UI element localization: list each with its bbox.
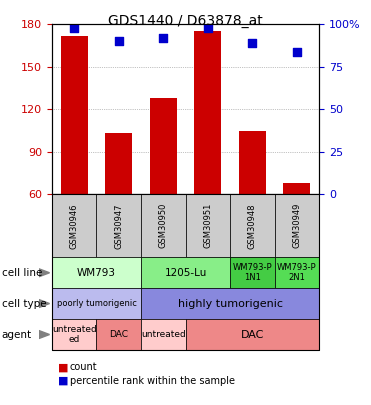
Bar bbox=[150, 98, 177, 194]
Bar bbox=[283, 183, 310, 194]
Point bbox=[71, 24, 77, 31]
Text: GSM30950: GSM30950 bbox=[159, 203, 168, 249]
Text: GSM30949: GSM30949 bbox=[292, 203, 301, 249]
Text: ■: ■ bbox=[58, 362, 68, 372]
Text: 1205-Lu: 1205-Lu bbox=[164, 268, 207, 278]
Text: percentile rank within the sample: percentile rank within the sample bbox=[70, 376, 235, 386]
Text: untreated: untreated bbox=[141, 330, 186, 339]
Polygon shape bbox=[39, 269, 50, 277]
Text: poorly tumorigenic: poorly tumorigenic bbox=[56, 299, 137, 308]
Text: ■: ■ bbox=[58, 376, 68, 386]
Bar bbox=[105, 134, 132, 194]
Point bbox=[205, 24, 211, 31]
Point bbox=[249, 40, 255, 46]
Bar bbox=[61, 36, 88, 194]
Text: WM793-P
1N1: WM793-P 1N1 bbox=[233, 263, 272, 282]
Point bbox=[294, 48, 300, 55]
Point bbox=[116, 38, 122, 45]
Text: agent: agent bbox=[2, 330, 32, 339]
Text: highly tumorigenic: highly tumorigenic bbox=[177, 298, 283, 309]
Text: cell type: cell type bbox=[2, 298, 46, 309]
Polygon shape bbox=[39, 300, 50, 307]
Text: DAC: DAC bbox=[109, 330, 128, 339]
Text: GSM30948: GSM30948 bbox=[248, 203, 257, 249]
Text: GDS1440 / D63878_at: GDS1440 / D63878_at bbox=[108, 14, 263, 28]
Text: cell line: cell line bbox=[2, 268, 42, 278]
Bar bbox=[239, 130, 266, 194]
Text: count: count bbox=[70, 362, 97, 372]
Text: GSM30946: GSM30946 bbox=[70, 203, 79, 249]
Text: GSM30947: GSM30947 bbox=[114, 203, 123, 249]
Text: WM793-P
2N1: WM793-P 2N1 bbox=[277, 263, 316, 282]
Polygon shape bbox=[39, 330, 50, 339]
Text: DAC: DAC bbox=[240, 330, 264, 339]
Bar bbox=[194, 32, 221, 194]
Point bbox=[160, 35, 166, 41]
Text: untreated
ed: untreated ed bbox=[52, 325, 96, 344]
Text: GSM30951: GSM30951 bbox=[203, 203, 212, 249]
Text: WM793: WM793 bbox=[77, 268, 116, 278]
